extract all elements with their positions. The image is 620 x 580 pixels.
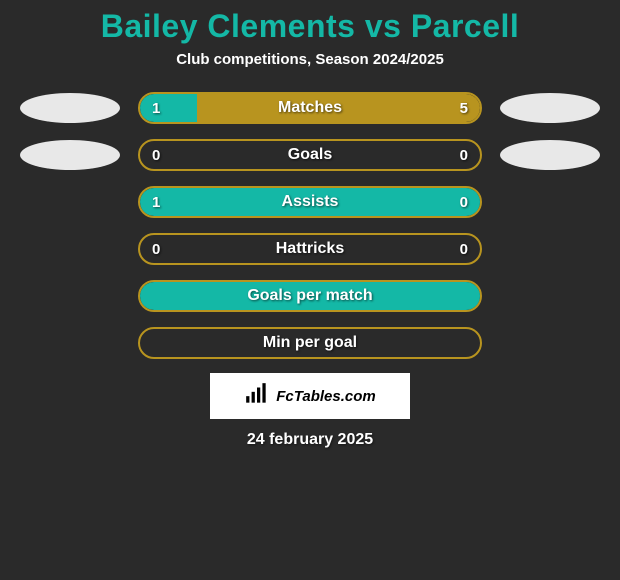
player1-avatar — [20, 93, 120, 123]
stat-row: 15Matches — [0, 92, 620, 124]
stat-label: Hattricks — [140, 240, 480, 258]
avatar-spacer — [500, 281, 600, 311]
avatar-spacer — [500, 187, 600, 217]
stat-row: Min per goal — [0, 327, 620, 359]
comparison-card: Bailey Clements vs Parcell Club competit… — [0, 0, 620, 449]
bar-fill-left — [140, 94, 197, 122]
stat-label: Min per goal — [140, 334, 480, 352]
stat-row: Goals per match — [0, 280, 620, 312]
stat-label: Goals — [140, 146, 480, 164]
stat-bar: Min per goal — [138, 327, 482, 359]
avatar-spacer — [20, 187, 120, 217]
stat-bar: 0 0Goals — [138, 139, 482, 171]
stat-value-right: 0 — [460, 147, 468, 164]
player2-avatar — [500, 93, 600, 123]
stat-row: 10Assists — [0, 186, 620, 218]
date-label: 24 february 2025 — [0, 431, 620, 449]
stat-value-right: 0 — [460, 194, 468, 211]
stat-value-left: 1 — [152, 194, 160, 211]
page-title: Bailey Clements vs Parcell — [0, 8, 620, 45]
stat-value-left: 0 — [152, 147, 160, 164]
stat-value-left: 0 — [152, 241, 160, 258]
stat-row: 0 0Goals — [0, 139, 620, 171]
stat-value-right: 0 — [460, 241, 468, 258]
bar-fill-left — [140, 282, 480, 310]
player1-avatar — [20, 140, 120, 170]
bar-fill-left — [140, 188, 480, 216]
stat-value-left: 1 — [152, 100, 160, 117]
stat-rows: 15Matches00Goals10Assists00HattricksGoal… — [0, 92, 620, 359]
stat-bar: 10Assists — [138, 186, 482, 218]
subtitle: Club competitions, Season 2024/2025 — [0, 51, 620, 68]
stat-bar: 0 0Hattricks — [138, 233, 482, 265]
avatar-spacer — [20, 328, 120, 358]
avatar-spacer — [500, 234, 600, 264]
avatar-spacer — [20, 234, 120, 264]
watermark-text: FcTables.com — [276, 388, 375, 405]
bar-fill-right — [197, 94, 480, 122]
stat-value-right: 5 — [460, 100, 468, 117]
avatar-spacer — [20, 281, 120, 311]
bars-icon — [244, 381, 270, 412]
watermark: FcTables.com — [210, 373, 410, 419]
player2-avatar — [500, 140, 600, 170]
avatar-spacer — [500, 328, 600, 358]
stat-bar: Goals per match — [138, 280, 482, 312]
stat-row: 0 0Hattricks — [0, 233, 620, 265]
stat-bar: 15Matches — [138, 92, 482, 124]
